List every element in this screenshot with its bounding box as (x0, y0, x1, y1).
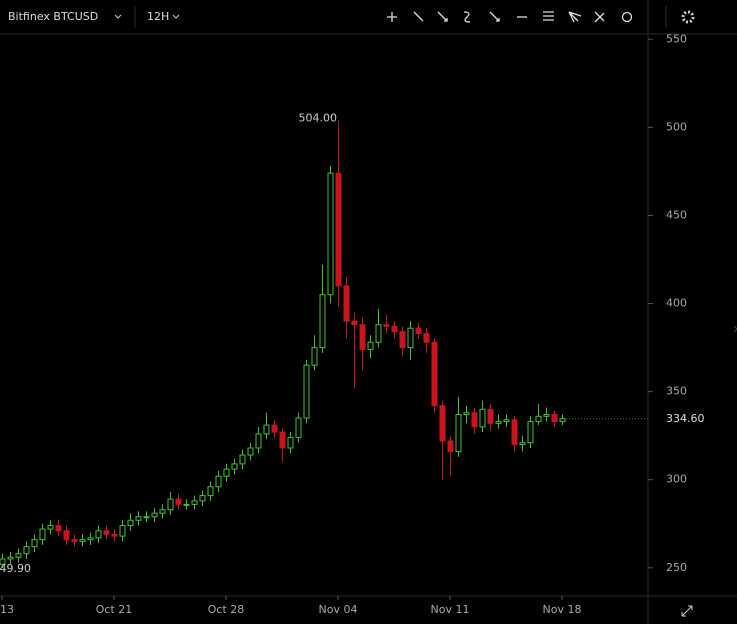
y-tick-label: 400 (666, 297, 687, 310)
candle-body (359, 324, 366, 350)
y-tick-label: 350 (666, 385, 687, 398)
drawing-tools[interactable] (387, 11, 633, 23)
settings-icon (686, 15, 690, 19)
candle-body (7, 556, 14, 560)
candle-body (175, 498, 182, 505)
candle-body (279, 431, 286, 449)
candle-body (183, 503, 190, 506)
candle-body (519, 442, 526, 445)
candle-body (15, 553, 22, 558)
candle-body (335, 172, 342, 287)
candle-body (327, 172, 334, 296)
candle-body (407, 327, 414, 349)
expand-icon[interactable] (681, 605, 693, 617)
candle-body (471, 412, 478, 428)
candle-body (151, 512, 158, 518)
candle-body (135, 516, 142, 521)
candle-body (399, 331, 406, 349)
candle-body (271, 424, 278, 433)
dropdown-icon (114, 14, 122, 19)
candle-body (47, 525, 54, 530)
candle-body (319, 294, 326, 349)
high-label: 504.00 (299, 111, 338, 124)
candle-body (383, 324, 390, 327)
candle-body (343, 285, 350, 322)
candle-body (455, 414, 462, 453)
y-tick-label: 250 (666, 561, 687, 574)
candle-body (239, 454, 246, 465)
candle-body (415, 327, 422, 334)
candle-body (463, 412, 470, 416)
candle-body (431, 341, 438, 407)
candle-body (167, 498, 174, 511)
candle-body (111, 533, 118, 537)
candle-body (351, 320, 358, 326)
candle-body (127, 519, 134, 527)
y-tick-label: 450 (666, 208, 687, 221)
candle-body (103, 530, 110, 535)
y-tick-label: 500 (666, 120, 687, 133)
last-price-label: 334.60 (666, 412, 705, 425)
candle-body (263, 424, 270, 435)
candle-body (39, 528, 46, 541)
candle-body (255, 433, 262, 449)
candle-body (95, 530, 102, 539)
candle-body (71, 539, 78, 542)
candle-body (0, 558, 6, 565)
candle-body (295, 417, 302, 438)
candle-body (231, 463, 238, 470)
x-tick-label: 13 (0, 603, 14, 616)
candle-body (439, 405, 446, 442)
candle-body (215, 475, 222, 488)
candle-body (391, 325, 398, 333)
x-tick-label: Nov 18 (543, 603, 582, 616)
candle-body (223, 468, 230, 477)
dropdown-icon (172, 14, 180, 19)
candle-body (487, 408, 494, 424)
x-tick-label: Nov 04 (319, 603, 358, 616)
candle-body (119, 525, 126, 537)
candle-body (479, 408, 486, 428)
candle-body (159, 509, 166, 514)
candle-body (87, 537, 94, 541)
candle-body (23, 546, 30, 555)
interval[interactable]: 12H (147, 10, 169, 23)
x-tick-label: Oct 28 (208, 603, 245, 616)
candle-body (303, 364, 310, 419)
settings-icon[interactable] (681, 10, 695, 24)
candle-body (559, 418, 566, 423)
candle-body (191, 500, 198, 505)
candle-body (543, 414, 550, 417)
y-tick-label: 300 (666, 473, 687, 486)
candle-body (311, 347, 318, 366)
x-tick-label: Oct 21 (96, 603, 133, 616)
low-label: 249.90 (0, 562, 31, 575)
y-tick-label: 550 (666, 32, 687, 45)
candle-body (535, 415, 542, 423)
candle-body (63, 530, 70, 541)
candle-body (79, 539, 86, 542)
candle-body (447, 440, 454, 453)
candle-body (31, 539, 38, 548)
candle-body (375, 324, 382, 343)
candle-body (247, 447, 254, 456)
x-tick-label: Nov 11 (431, 603, 470, 616)
candle-body (511, 419, 518, 445)
candle-body (527, 421, 534, 444)
candle-body (207, 486, 214, 497)
candle-body (423, 332, 430, 343)
candle-body (367, 341, 374, 350)
candle-body (199, 495, 206, 502)
symbol[interactable]: Bitfinex BTCUSD (8, 10, 98, 23)
candle-body (287, 436, 294, 449)
scroll-arrow (733, 325, 737, 333)
candle-body (143, 516, 150, 519)
candle-body (55, 525, 62, 532)
candle-body (495, 421, 502, 424)
candle-body (551, 414, 558, 423)
candle-body (503, 419, 510, 423)
